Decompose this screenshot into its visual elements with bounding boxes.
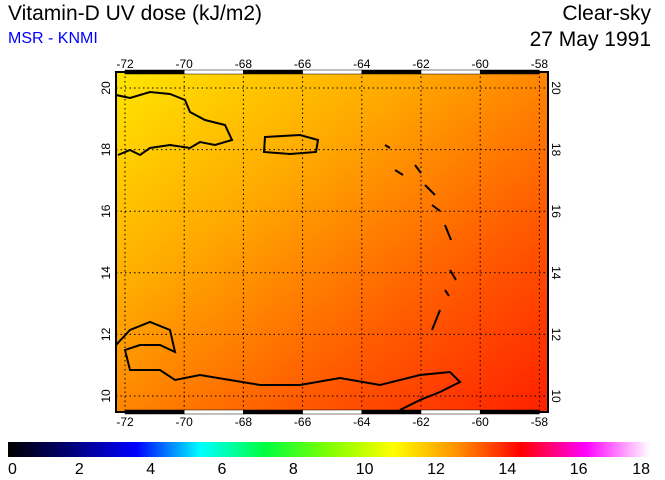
lon-tick-top: -72 bbox=[116, 57, 134, 71]
colorbar-label: 10 bbox=[356, 461, 374, 478]
lon-tick-bottom: -66 bbox=[294, 415, 312, 429]
colorbar-label: 2 bbox=[75, 461, 84, 478]
lon-tick-top: -68 bbox=[235, 57, 253, 71]
colorbar-label: 16 bbox=[570, 461, 588, 478]
lon-tick-top: -64 bbox=[353, 57, 371, 71]
lat-tick-left: 10 bbox=[99, 389, 113, 403]
lon-tick-bottom: -68 bbox=[235, 415, 253, 429]
colorbar-label: 4 bbox=[146, 461, 155, 478]
dose-field bbox=[116, 72, 548, 412]
frame-scale-bottom bbox=[479, 409, 540, 415]
lon-tick-bottom: -62 bbox=[412, 415, 430, 429]
hispaniola-coast bbox=[115, 90, 234, 157]
lat-tick-right: 20 bbox=[549, 81, 563, 95]
lat-tick-right: 10 bbox=[549, 389, 563, 403]
sky-condition: Clear-sky bbox=[562, 2, 651, 25]
frame-scale-bottom bbox=[361, 409, 422, 415]
lat-tick-right: 14 bbox=[549, 266, 563, 280]
graticule bbox=[116, 72, 548, 412]
lon-tick-bottom: -70 bbox=[176, 415, 194, 429]
lon-tick-top: -70 bbox=[176, 57, 194, 71]
lat-tick-left: 14 bbox=[99, 266, 113, 280]
colorbar-label: 14 bbox=[498, 461, 516, 478]
colorbar-label: 0 bbox=[8, 461, 17, 478]
frame-scale-bottom bbox=[183, 409, 244, 415]
coastlines bbox=[115, 90, 462, 411]
frame-scale-top bbox=[479, 69, 540, 75]
puerto-rico-coast bbox=[262, 133, 320, 156]
lat-tick-left: 12 bbox=[99, 327, 113, 341]
lon-tick-top: -66 bbox=[294, 57, 312, 71]
lon-tick-bottom: -64 bbox=[353, 415, 371, 429]
map-date: 27 May 1991 bbox=[529, 28, 651, 51]
lon-tick-bottom: -60 bbox=[472, 415, 490, 429]
frame-scale-bottom bbox=[124, 409, 185, 415]
lon-tick-bottom: -72 bbox=[116, 415, 134, 429]
lon-tick-top: -58 bbox=[531, 57, 549, 71]
lat-tick-right: 18 bbox=[549, 143, 563, 157]
colorbar-label: 12 bbox=[427, 461, 445, 478]
frame-scale-bottom bbox=[420, 409, 481, 415]
frame-scale-bottom bbox=[302, 409, 363, 415]
lat-tick-left: 18 bbox=[99, 143, 113, 157]
lat-tick-left: 16 bbox=[99, 204, 113, 218]
lat-tick-right: 12 bbox=[549, 328, 563, 342]
colorbar-label: 18 bbox=[632, 461, 650, 478]
data-source: MSR - KNMI bbox=[8, 30, 98, 47]
lon-tick-top: -60 bbox=[472, 57, 490, 71]
leeward-islands bbox=[384, 144, 457, 331]
map-title: Vitamin-D UV dose (kJ/m2) bbox=[8, 2, 263, 25]
colorbar bbox=[8, 442, 650, 457]
south-america-coast bbox=[115, 320, 462, 411]
axis-ticks: -72 -72 -70 -70 -68 -68 -66 -66 -64 -64 -62 -62 -60 -… bbox=[99, 57, 563, 429]
colorbar-label: 6 bbox=[218, 461, 227, 478]
lat-tick-left: 20 bbox=[99, 81, 113, 95]
frame-scale-bottom bbox=[243, 409, 303, 415]
colorbar-label: 8 bbox=[289, 461, 298, 478]
lon-tick-bottom: -58 bbox=[531, 415, 549, 429]
lon-tick-top: -62 bbox=[412, 57, 430, 71]
lat-tick-right: 16 bbox=[549, 205, 563, 219]
colorbar-labels: 0 2 4 6 8 10 12 14 16 18 bbox=[8, 461, 650, 478]
